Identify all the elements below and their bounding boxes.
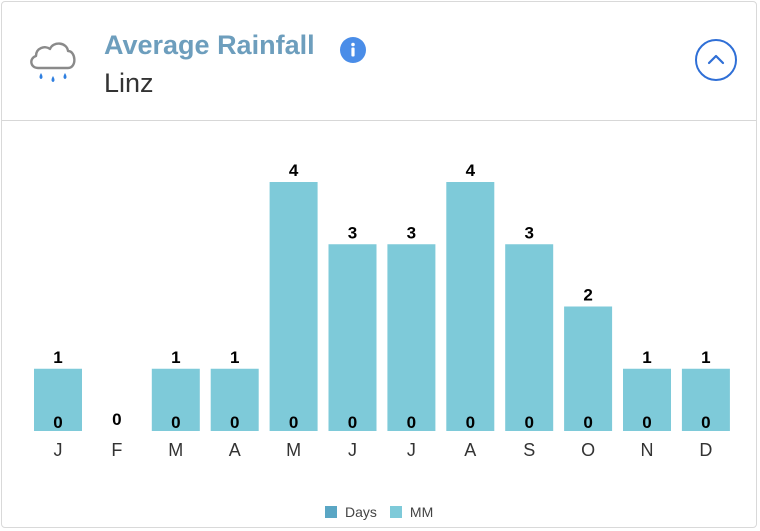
mm-value-label-10: 1 [642,348,651,367]
rain-cloud-icon [30,42,76,82]
days-value-label-2: 0 [171,413,180,432]
days-value-label-9: 0 [583,413,592,432]
card-title: Average Rainfall [104,30,315,60]
days-value-label-7: 0 [466,413,475,432]
days-value-label-6: 0 [407,413,416,432]
location-name: Linz [104,68,154,98]
collapse-button[interactable] [695,39,737,81]
info-icon[interactable] [340,37,366,63]
mm-value-label-11: 1 [701,348,710,367]
mm-value-label-5: 3 [348,223,357,242]
days-value-label-5: 0 [348,413,357,432]
legend-swatch-days [325,506,337,518]
card-header: Average Rainfall Linz [2,2,756,121]
bar-mm-7[interactable] [446,182,495,431]
x-tick-label-3: A [229,440,241,460]
bar-mm-10[interactable] [623,368,671,431]
bar-mm-0[interactable] [34,368,82,431]
days-value-label-4: 0 [289,413,298,432]
days-value-label-11: 0 [701,413,710,432]
legend-item-mm[interactable]: MM [389,504,434,520]
mm-value-label-4: 4 [289,161,299,180]
x-tick-label-11: D [699,440,712,460]
days-value-label-8: 0 [524,413,533,432]
x-tick-label-8: S [523,440,535,460]
chart-legend: Days MM [325,504,446,520]
mm-value-label-2: 1 [171,348,180,367]
bar-mm-4[interactable] [269,182,318,431]
legend-label-days: Days [345,504,377,520]
mm-value-label-6: 3 [407,223,416,242]
x-tick-label-2: M [168,440,183,460]
mm-value-label-3: 1 [230,348,239,367]
legend-label-mm: MM [409,504,434,520]
x-tick-label-7: A [464,440,476,460]
days-value-label-0: 0 [53,413,62,432]
legend-item-days[interactable]: Days [325,504,377,520]
bar-mm-9[interactable] [564,306,613,432]
mm-value-label-7: 4 [466,161,476,180]
x-tick-label-4: M [286,440,301,460]
bar-mm-11[interactable] [681,368,730,431]
x-tick-label-9: O [581,440,595,460]
bar-mm-3[interactable] [210,368,259,431]
chevron-up-icon [707,54,725,65]
x-tick-label-6: J [407,440,416,460]
bar-mm-2[interactable] [151,368,200,431]
mm-value-label-8: 3 [524,223,533,242]
legend-swatch-mm [389,506,402,518]
days-value-label-3: 0 [230,413,239,432]
x-tick-label-1: F [111,440,122,460]
rainfall-chart: 1 0 J 0 F 1 0 M 1 0 A 4 0 M 3 0 J 3 0 J 4 0 A 3 0 S 2 0 O 1 0 N 1 0 D [34,161,730,460]
x-tick-label-10: N [641,440,654,460]
bar-mm-5[interactable] [328,244,377,431]
mm-value-label-0: 1 [53,348,62,367]
x-tick-label-0: J [54,440,63,460]
bar-mm-6[interactable] [387,244,436,431]
mm-value-label-1: 0 [112,410,121,429]
days-value-label-10: 0 [642,413,651,432]
mm-value-label-9: 2 [583,286,592,305]
x-tick-label-5: J [348,440,357,460]
bar-mm-8[interactable] [505,244,554,431]
